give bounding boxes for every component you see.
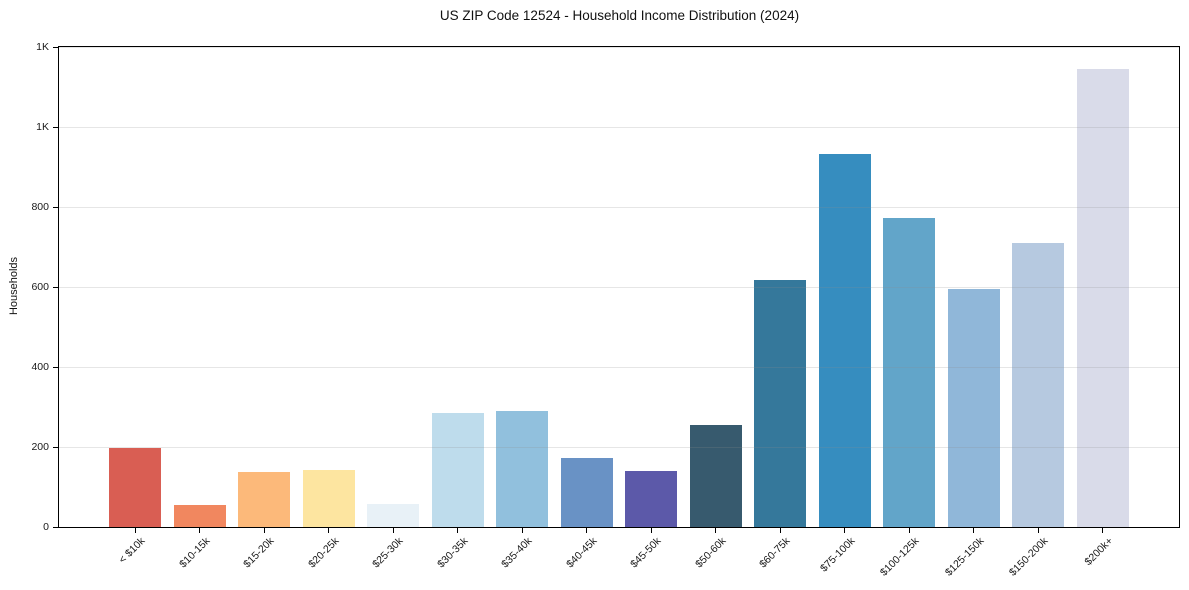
y-tick-mark [53,526,58,528]
y-tick-label: 1K [36,121,49,133]
x-tick-mark [973,528,975,533]
bar-50-60k [689,424,742,527]
y-tick-label: 0 [43,521,49,533]
x-tick-label: $25-30k [370,535,406,571]
x-tick-mark [586,528,588,533]
x-tick-mark [715,528,717,533]
x-tick-label: $10-15k [176,535,213,571]
bar-25-30k [367,504,420,527]
x-tick-mark [908,528,910,533]
gridline [59,46,1179,48]
y-tick-mark [53,126,58,128]
bar-60-75k [754,279,807,527]
y-tick-mark [53,206,58,208]
x-tick-label: $40-45k [563,535,600,571]
y-tick-mark [53,286,58,288]
plot-area [58,46,1180,528]
x-tick-label: $15-20k [241,535,277,571]
y-tick-label: 1K [36,41,49,53]
gridline [59,126,1179,128]
y-tick-mark [53,46,58,48]
y-tick-label: 800 [31,201,49,213]
bar-200k [1076,69,1129,527]
x-tick-mark [134,528,136,533]
bar-15-20k [238,471,291,527]
x-tick-mark [844,528,846,533]
x-tick-label: $50-60k [692,535,729,571]
y-tick-label: 400 [31,361,49,373]
bar-45-50k [625,471,678,527]
bar-40-45k [560,458,613,527]
x-tick-label: $75-100k [817,535,858,575]
x-tick-label: $150-200k [1007,535,1051,579]
x-tick-mark [1037,528,1039,533]
x-tick-label: $30-35k [434,535,471,571]
x-tick-mark [392,528,394,533]
bar-30-35k [431,413,484,527]
bar-125-150k [947,289,1000,527]
x-tick-label: $45-50k [628,535,664,571]
gridline [59,366,1179,368]
bar-100-125k [883,217,936,527]
y-tick-mark [53,446,58,448]
bar-150-200k [1012,243,1065,527]
x-tick-mark [521,528,523,533]
bar-75-100k [818,153,871,527]
x-tick-mark [1102,528,1104,533]
x-tick-label: $100-125k [878,535,922,579]
x-tick-mark [457,528,459,533]
y-tick-label: 200 [31,441,49,453]
x-tick-label: $125-150k [942,535,987,579]
x-tick-mark [263,528,265,533]
y-tick-mark [53,366,58,368]
bar-10-15k [173,505,226,527]
x-tick-label: $60-75k [757,535,793,571]
gridline [59,446,1179,448]
bar-20-25k [302,469,355,527]
x-tick-label: $200k+ [1082,535,1116,569]
bar-35-40k [496,411,549,527]
x-tick-label: $35-40k [499,535,535,571]
x-tick-label: $20-25k [305,535,342,571]
x-tick-mark [779,528,781,533]
gridline [59,286,1179,288]
chart-title: US ZIP Code 12524 - Household Income Dis… [439,8,800,23]
gridline [59,206,1179,208]
x-tick-label: < $10k [116,535,148,566]
x-tick-mark [328,528,330,533]
bar-10k [109,447,162,527]
y-tick-label: 600 [31,281,49,293]
x-tick-mark [650,528,652,533]
x-tick-mark [199,528,201,533]
